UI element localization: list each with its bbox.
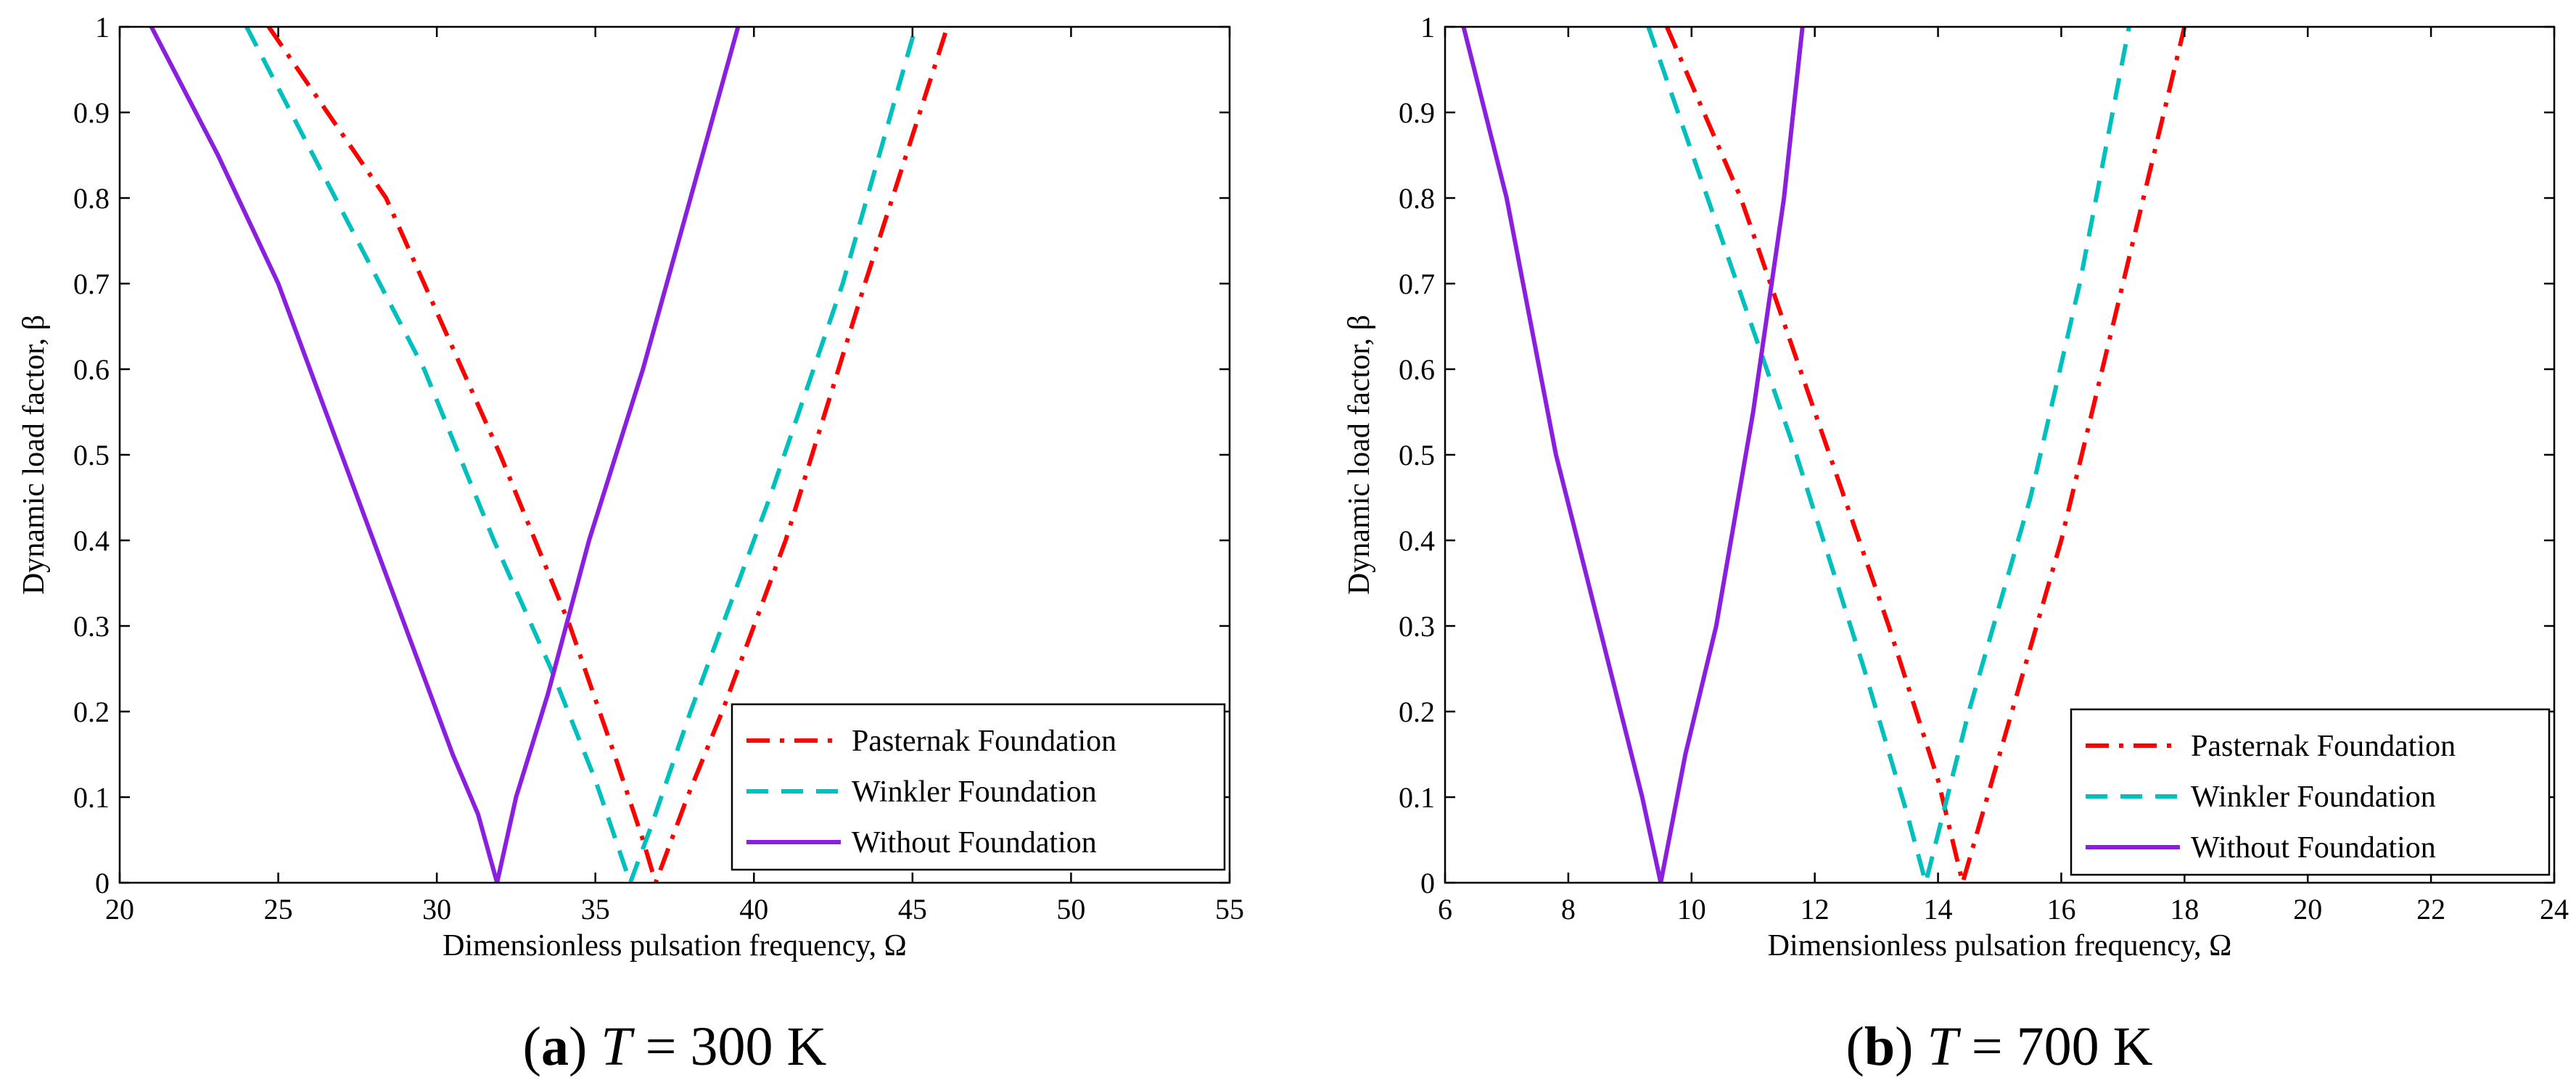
y-tick-label: 0.2 — [73, 696, 110, 728]
legend-label: Without Foundation — [852, 826, 1097, 860]
x-tick-label: 10 — [1677, 893, 1706, 926]
x-tick-label: 24 — [2540, 893, 2569, 926]
x-tick-label: 12 — [1801, 893, 1830, 926]
x-tick-label: 18 — [2170, 893, 2199, 926]
x-tick-label: 45 — [898, 893, 927, 926]
series-line-winkler-foundation — [244, 27, 918, 883]
x-tick-label: 35 — [581, 893, 610, 926]
x-tick-label: 20 — [2293, 893, 2322, 926]
legend: Pasternak Foundation Winkler Foundation Wi… — [2070, 708, 2551, 876]
x-tick-label: 30 — [422, 893, 451, 926]
legend-label: Pasternak Foundation — [852, 725, 1116, 758]
x-tick-label: 16 — [2046, 893, 2075, 926]
y-tick-label: 1 — [1420, 11, 1435, 44]
y-tick-label: 0.7 — [1399, 268, 1435, 300]
chart-1: 20 25 30 35 40 45 50 55 0 0.1 0.2 0.3 0.4 0.5 0.6 0.7 0.… — [17, 11, 1244, 1077]
y-tick-label: 0.2 — [1399, 696, 1435, 728]
figure-caption: (a) T = 300 K — [523, 1016, 827, 1077]
y-tick-label: 1 — [95, 11, 110, 44]
y-tick-label: 0.9 — [1399, 96, 1435, 129]
caption-letter: b — [1864, 1016, 1895, 1077]
y-tick-label: 0.5 — [1399, 439, 1435, 471]
caption-letter: a — [541, 1016, 569, 1077]
x-tick-label: 55 — [1215, 893, 1244, 926]
y-tick-label: 0.3 — [73, 610, 110, 643]
y-axis-label: Dynamic load factor, β — [1343, 315, 1376, 595]
series-line-pasternak-foundation — [1665, 27, 2187, 883]
y-axis-label: Dynamic load factor, β — [17, 315, 51, 595]
series-line-without-foundation — [1461, 27, 1805, 883]
x-tick-label: 20 — [105, 893, 134, 926]
legend-label: Pasternak Foundation — [2191, 730, 2456, 763]
x-tick-label: 40 — [739, 893, 768, 926]
y-tick-label: 0.4 — [1399, 524, 1435, 557]
y-tick-label: 0.8 — [1399, 182, 1435, 215]
y-tick-label: 0.5 — [73, 439, 110, 471]
x-tick-label: 8 — [1561, 893, 1576, 926]
y-tick-label: 0.3 — [1399, 610, 1435, 643]
x-tick-label: 14 — [1924, 893, 1953, 926]
legend-label: Without Foundation — [2191, 831, 2436, 865]
y-tick-label: 0.6 — [1399, 353, 1435, 386]
y-tick-label: 0.6 — [73, 353, 110, 386]
figure-caption: (b) T = 700 K — [1846, 1016, 2153, 1077]
series-line-pasternak-foundation — [267, 27, 950, 883]
y-tick-label: 0.1 — [73, 781, 110, 814]
x-tick-label: 6 — [1438, 893, 1452, 926]
caption-variable: T — [1927, 1016, 1961, 1077]
y-tick-label: 0.9 — [73, 96, 110, 129]
series-line-without-foundation — [149, 27, 741, 883]
legend: Pasternak Foundation Winkler Foundation Wi… — [731, 703, 1226, 871]
legend-label: Winkler Foundation — [852, 775, 1097, 809]
y-tick-label: 0 — [95, 867, 110, 899]
x-tick-label: 50 — [1056, 893, 1085, 926]
y-tick-label: 0 — [1420, 867, 1435, 899]
legend-label: Winkler Foundation — [2191, 780, 2436, 814]
y-tick-label: 0.1 — [1399, 781, 1435, 814]
x-axis-label: Dimensionless pulsation frequency, Ω — [443, 929, 907, 963]
caption-variable: T — [601, 1016, 635, 1077]
y-tick-label: 0.7 — [73, 268, 110, 300]
x-axis-label: Dimensionless pulsation frequency, Ω — [1768, 929, 2232, 963]
y-tick-label: 0.8 — [73, 182, 110, 215]
chart-2: 6 8 10 12 14 16 18 20 22 24 0 0.1 0.2 0.3 0.4 0.5 0.6 0.7… — [1343, 11, 2569, 1077]
x-tick-label: 25 — [264, 893, 293, 926]
x-tick-label: 22 — [2416, 893, 2445, 926]
series-line-winkler-foundation — [1646, 27, 2131, 883]
y-tick-label: 0.4 — [73, 524, 110, 557]
